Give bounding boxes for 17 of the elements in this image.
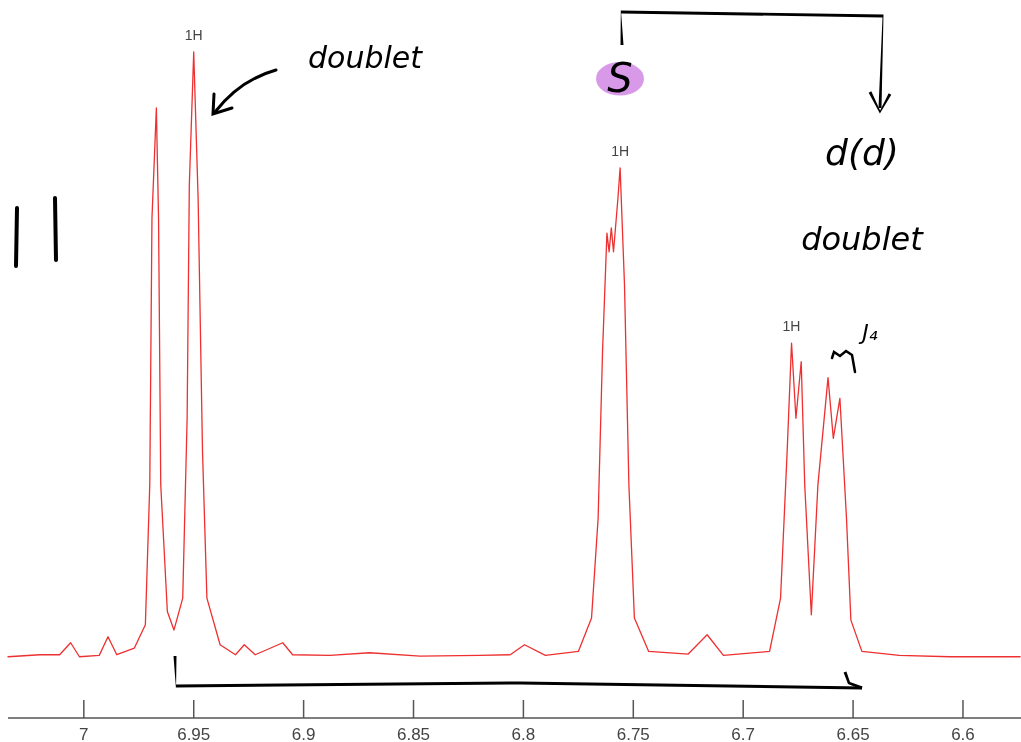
annotation: 1H [184,27,203,43]
annotation: doublet [801,220,925,258]
x-tick-label: 6.6 [951,725,975,742]
annotation: S [607,55,633,101]
x-tick-label: 6.8 [511,725,536,742]
x-tick-label: 6.85 [396,725,431,742]
annotation: J₄ [858,320,878,345]
annotation: 1H [782,318,801,335]
annotation: 1H [611,142,630,159]
annotation: d(d) [825,132,899,173]
annotation: doublet [307,40,424,75]
x-tick-label: 6.65 [836,725,870,742]
x-tick-label: 6.95 [177,725,211,742]
x-tick-label: 6.7 [731,725,756,742]
x-tick-label: 6.75 [616,725,650,742]
x-tick-label: 6.9 [291,725,316,742]
x-tick-label: 7 [79,725,89,742]
